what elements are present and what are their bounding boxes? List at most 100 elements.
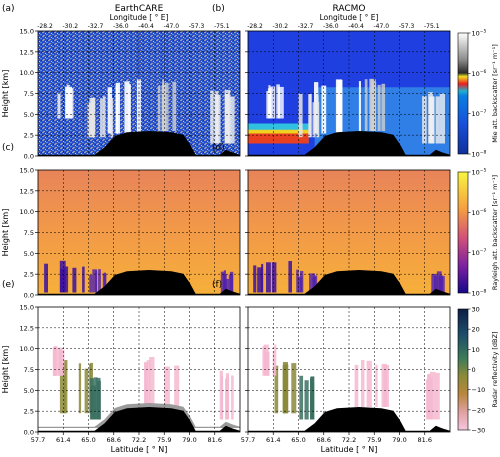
cloud-plume bbox=[269, 86, 276, 119]
radar-echo bbox=[96, 377, 101, 420]
colorbar-tick-label: −10 bbox=[472, 386, 486, 394]
y-axis-label: Height [km] bbox=[1, 209, 10, 257]
radar-echo bbox=[144, 363, 147, 407]
y-tick-label: 5.0 bbox=[24, 387, 34, 395]
top-tick-label: -40.4 bbox=[348, 23, 364, 30]
low-signal-column bbox=[288, 261, 292, 293]
y-axis-label: Height [km] bbox=[1, 70, 10, 118]
cloud-plume bbox=[439, 93, 445, 144]
x-axis-label: Latitude [ ° N] bbox=[111, 445, 168, 454]
cloud-plume bbox=[210, 90, 214, 144]
y-tick-label: 0.0 bbox=[24, 292, 34, 300]
panel-b: (b) RACMO bbox=[212, 4, 451, 157]
low-signal-column bbox=[257, 267, 263, 293]
colorbar-tick-exponent: −5 bbox=[480, 168, 487, 174]
cloud-plume bbox=[278, 86, 284, 119]
cloud-plume bbox=[308, 94, 312, 138]
top-tick-label: -57.3 bbox=[189, 23, 205, 30]
y-tick-label: 0.0 bbox=[24, 153, 34, 161]
panel-title: RACMO bbox=[332, 4, 365, 14]
low-signal-column bbox=[313, 275, 318, 293]
top-tick-label: -32.7 bbox=[298, 23, 314, 30]
colorbar-tick-label: 10 bbox=[472, 346, 480, 354]
radar-echo bbox=[299, 375, 304, 420]
colorbar-tick-label: 10−6 bbox=[472, 208, 487, 217]
y-tick-label: 15.0 bbox=[20, 167, 34, 175]
low-signal-column bbox=[44, 263, 48, 293]
colorbar-tick-exponent: −8 bbox=[480, 289, 487, 295]
cloud-plume bbox=[70, 88, 74, 119]
radar-echo bbox=[93, 377, 98, 420]
cloud-plume bbox=[364, 79, 368, 131]
colorbar-tick-label: 20 bbox=[472, 326, 480, 334]
colorbar-label: Mie att. backscatter [sr⁻¹ m⁻¹] bbox=[491, 44, 499, 143]
panel-f: (f) bbox=[212, 280, 451, 433]
low-signal-column bbox=[253, 265, 257, 293]
cloud-plume bbox=[358, 81, 361, 134]
panel-e: (e) bbox=[2, 280, 241, 433]
low-signal-column bbox=[82, 266, 85, 293]
top-tick-label: -47.0 bbox=[373, 23, 389, 30]
cloud-plume bbox=[369, 78, 374, 131]
panel-a: (a) EarthCARE bbox=[2, 4, 241, 157]
colorbar-tick-label: 10−6 bbox=[472, 69, 487, 78]
x-tick-label: 81.6 bbox=[418, 436, 432, 444]
y-tick-label: 10.0 bbox=[20, 208, 34, 216]
radar-echo bbox=[304, 380, 309, 420]
low-signal-column bbox=[441, 276, 445, 293]
low-signal-column bbox=[64, 266, 69, 293]
radar-echo bbox=[59, 363, 66, 414]
x-tick-label: 75.9 bbox=[367, 436, 381, 444]
cloud-plume bbox=[124, 81, 130, 134]
colorbar-label: Radar reflectivity [dBZ] bbox=[491, 332, 499, 408]
cloud-plume bbox=[110, 98, 114, 138]
low-signal-column bbox=[92, 269, 97, 293]
radar-echo bbox=[164, 366, 170, 407]
y-tick-label: 15.0 bbox=[20, 304, 34, 312]
cloud-plume bbox=[229, 96, 235, 144]
radar-echo bbox=[84, 368, 89, 414]
colorbar-tick-exponent: −7 bbox=[480, 109, 487, 115]
top-tick-label: -75.1 bbox=[424, 23, 440, 30]
radar-echo bbox=[57, 347, 63, 376]
y-tick-label: 7.5 bbox=[24, 229, 34, 237]
cloud-plume bbox=[66, 84, 70, 119]
colorbar-tick-label: 30 bbox=[472, 306, 480, 314]
y-tick-label: 7.5 bbox=[24, 90, 34, 98]
panel-label: (f) bbox=[212, 280, 222, 290]
low-signal-column bbox=[296, 269, 299, 293]
cloud-plume bbox=[435, 96, 440, 144]
radar-echo bbox=[354, 364, 359, 407]
top-tick-label: -40.4 bbox=[138, 23, 154, 30]
top-axis-label: Longitude [ ° E] bbox=[110, 13, 169, 22]
cloud-plume bbox=[91, 97, 96, 138]
low-signal-column bbox=[309, 273, 315, 293]
cloud-plume bbox=[224, 89, 231, 144]
colorbar-scale bbox=[457, 32, 469, 155]
radar-echo bbox=[53, 347, 56, 376]
radar-echo bbox=[310, 378, 313, 420]
radar-echo bbox=[89, 378, 94, 420]
cloud-plume bbox=[172, 81, 177, 131]
cloud-plume bbox=[136, 79, 141, 134]
colorbar-tick-label: 10−5 bbox=[472, 168, 487, 177]
low-signal-column bbox=[297, 276, 303, 293]
colorbar-tick-label: 10−8 bbox=[472, 150, 487, 159]
colorbar-tick-exponent: −8 bbox=[480, 150, 487, 156]
x-tick-label: 75.9 bbox=[157, 436, 171, 444]
panel-c: (c) bbox=[2, 143, 241, 296]
boundary-layer-cyan bbox=[248, 123, 309, 130]
colorbar-tick-exponent: −6 bbox=[480, 208, 487, 214]
x-tick-label: 61.4 bbox=[266, 436, 280, 444]
cloud-plume bbox=[321, 85, 327, 134]
top-tick-label: -28.2 bbox=[37, 23, 53, 30]
low-signal-column bbox=[220, 271, 225, 293]
colorbar-tick-label: 10−7 bbox=[472, 248, 487, 257]
x-tick-label: 57.7 bbox=[241, 436, 255, 444]
radar-echo bbox=[425, 379, 431, 420]
top-axis-label: Longitude [ ° E] bbox=[320, 13, 379, 22]
y-axis-label: Height [km] bbox=[1, 346, 10, 394]
cloud-plume bbox=[214, 91, 219, 144]
y-tick-label: 7.5 bbox=[24, 366, 34, 374]
cloud-plume bbox=[381, 83, 386, 131]
